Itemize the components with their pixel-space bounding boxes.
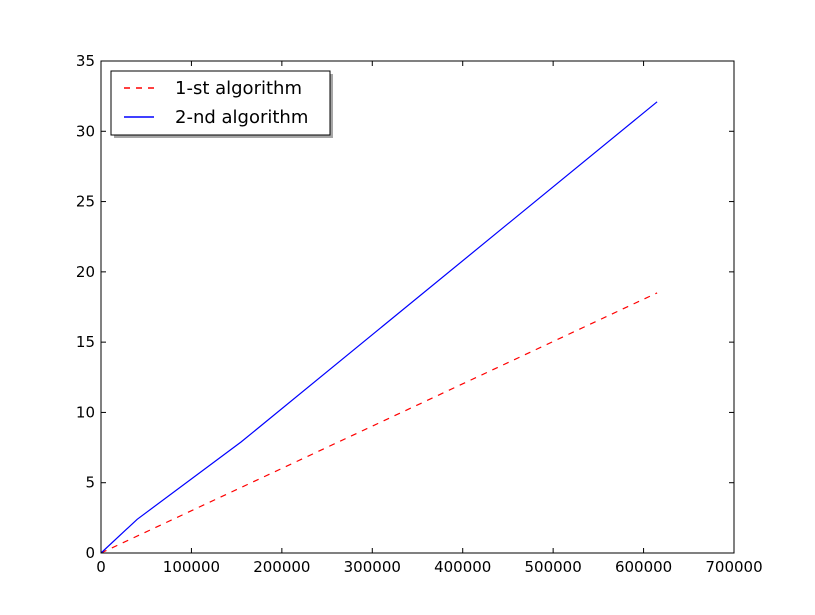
y-tick-label: 10 [76, 403, 95, 421]
y-tick-label: 0 [85, 544, 95, 562]
x-tick-label: 100000 [163, 558, 220, 576]
x-tick-label: 0 [96, 558, 106, 576]
y-tick-label: 25 [76, 193, 95, 211]
x-tick-label: 400000 [434, 558, 491, 576]
y-axis-ticks: 0 5 10 15 20 25 30 35 [76, 52, 734, 562]
x-tick-label: 200000 [253, 558, 310, 576]
y-tick-label: 30 [76, 122, 95, 140]
x-tick-label: 300000 [344, 558, 401, 576]
y-tick-label: 15 [76, 333, 95, 351]
legend-label-2: 2-nd algorithm [175, 107, 308, 128]
series-line-2 [100, 101, 658, 554]
x-tick-label: 700000 [705, 558, 762, 576]
x-tick-label: 500000 [525, 558, 582, 576]
legend-label-1: 1-st algorithm [175, 78, 302, 99]
legend: 1-st algorithm 2-nd algorithm [110, 70, 333, 138]
x-axis-ticks: 0 100000 200000 300000 400000 500000 600000 700… [96, 61, 763, 576]
legend-box [110, 70, 331, 136]
y-tick-label: 20 [76, 263, 95, 281]
series-lines [100, 101, 658, 554]
plot-area [101, 61, 734, 553]
x-tick-label: 600000 [615, 558, 672, 576]
legend-entries: 1-st algorithm 2-nd algorithm [124, 78, 308, 128]
y-tick-label: 5 [85, 474, 95, 492]
y-tick-label: 35 [76, 52, 95, 70]
plot-frame [100, 60, 735, 554]
